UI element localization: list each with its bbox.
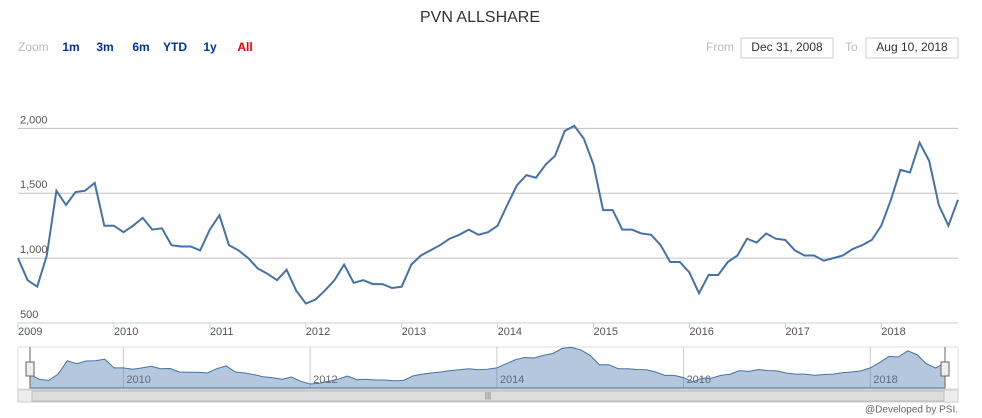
range-button[interactable]: 1y (203, 40, 217, 54)
range-button[interactable]: YTD (163, 40, 187, 54)
x-tick-label: 2015 (594, 326, 618, 338)
x-tick-label: 2010 (114, 326, 138, 338)
range-button[interactable]: 3m (96, 40, 113, 54)
zoom-label: Zoom (18, 40, 49, 54)
credit: @Developed by PSI. (865, 405, 958, 416)
y-tick-label: 2,000 (20, 114, 48, 126)
navigator-handle[interactable] (940, 361, 950, 377)
x-tick-label: 2012 (306, 326, 330, 338)
from-date[interactable]: Dec 31, 2008 (751, 40, 823, 54)
navigator-tick-label: 2014 (500, 374, 524, 386)
series-line (17, 124, 959, 305)
navigator-area (29, 346, 946, 389)
scrollbar-thumb[interactable] (31, 390, 945, 402)
navigator-handle[interactable] (25, 361, 35, 377)
navigator-tick-label: 2018 (873, 374, 897, 386)
chart-title: PVN ALLSHARE (420, 9, 540, 26)
y-tick-label: 500 (20, 309, 38, 321)
to-label: To (845, 40, 858, 54)
to-input[interactable] (865, 37, 959, 59)
from-label: From (706, 40, 734, 54)
x-tick-label: 2017 (785, 326, 809, 338)
x-tick-label: 2016 (689, 326, 713, 338)
x-tick-label: 2013 (402, 326, 426, 338)
navigator-frame (17, 346, 959, 390)
navigator-tick-label: 2010 (126, 374, 150, 386)
x-tick-label: 2011 (210, 326, 234, 338)
x-tick-label: 2018 (881, 326, 905, 338)
y-tick-label: 1,000 (20, 244, 48, 256)
scrollbar-grip[interactable]: ||| (485, 391, 491, 400)
range-button[interactable]: 1m (62, 40, 79, 54)
range-button[interactable]: 6m (132, 40, 149, 54)
x-tick-label: 2009 (18, 326, 42, 338)
to-date[interactable]: Aug 10, 2018 (876, 40, 948, 54)
range-button[interactable]: All (237, 40, 252, 54)
y-tick-label: 1,500 (20, 179, 48, 191)
x-tick-label: 2014 (498, 326, 522, 338)
from-input[interactable] (740, 37, 834, 59)
